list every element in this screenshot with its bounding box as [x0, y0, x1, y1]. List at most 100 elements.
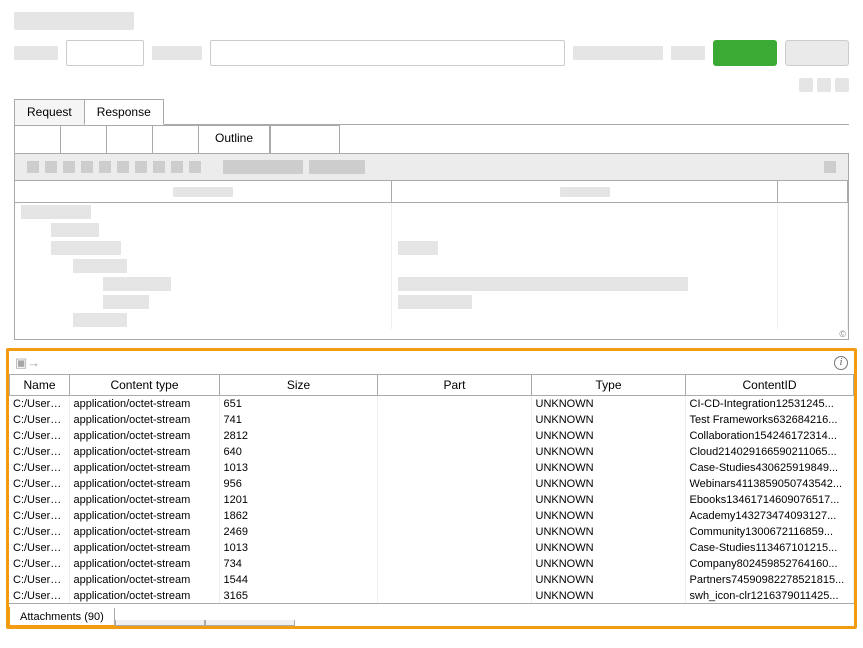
- window-control-2[interactable]: [817, 78, 831, 92]
- window-control-1[interactable]: [799, 78, 813, 92]
- toolbar-chunk: [309, 160, 365, 174]
- tree-header-col3[interactable]: [778, 181, 848, 203]
- tree-header-col1[interactable]: [15, 181, 392, 203]
- toolbar: [14, 40, 849, 66]
- cell-content_type: application/octet-stream: [69, 588, 219, 604]
- table-row[interactable]: C:/Users/...application/octet-stream3165…: [9, 588, 854, 604]
- cell-content_id: Test Frameworks632684216...: [685, 412, 854, 428]
- cell-content_id: Community1300672116859...: [685, 524, 854, 540]
- tab-bottom-3[interactable]: [205, 620, 295, 626]
- table-row[interactable]: C:/Users/...application/octet-stream1862…: [9, 508, 854, 524]
- col-content-type[interactable]: Content type: [70, 375, 220, 395]
- tab-response[interactable]: Response: [84, 99, 164, 125]
- window-controls: [0, 74, 863, 92]
- tab-request[interactable]: Request: [14, 99, 85, 125]
- cell-type: UNKNOWN: [531, 524, 685, 540]
- toolbar-icon[interactable]: [63, 161, 75, 173]
- response-subtabs: Outline: [14, 125, 849, 154]
- cell-size: 2469: [219, 524, 377, 540]
- secondary-button[interactable]: [785, 40, 849, 66]
- toolbar-icon[interactable]: [99, 161, 111, 173]
- table-row[interactable]: C:/Users/...application/octet-stream651U…: [9, 396, 854, 412]
- attachments-toolbar: ▣→ i: [9, 351, 854, 375]
- cell-name: C:/Users/...: [9, 556, 69, 572]
- cell-name: C:/Users/...: [9, 524, 69, 540]
- info-icon[interactable]: i: [834, 356, 848, 370]
- outline-toolbar: [14, 154, 849, 181]
- table-row[interactable]: C:/Users/...application/octet-stream640U…: [9, 444, 854, 460]
- table-row[interactable]: C:/Users/...application/octet-stream734U…: [9, 556, 854, 572]
- toolbar-icon[interactable]: [135, 161, 147, 173]
- tab-bottom-2[interactable]: [115, 620, 205, 626]
- toolbar-icon[interactable]: [189, 161, 201, 173]
- cell-name: C:/Users/...: [9, 412, 69, 428]
- cell-size: 956: [219, 476, 377, 492]
- cell-size: 640: [219, 444, 377, 460]
- subtab-5[interactable]: [270, 125, 340, 153]
- col-content-id[interactable]: ContentID: [686, 375, 854, 395]
- cell-part: [377, 444, 531, 460]
- cell-part: [377, 556, 531, 572]
- table-row[interactable]: C:/Users/...application/octet-stream1013…: [9, 540, 854, 556]
- cell-content_id: Webinars411385905074354​2...: [685, 476, 854, 492]
- cell-name: C:/Users/...: [9, 588, 69, 604]
- col-type[interactable]: Type: [532, 375, 686, 395]
- submit-button[interactable]: [713, 40, 777, 66]
- table-row[interactable]: C:/Users/...application/octet-stream956U…: [9, 476, 854, 492]
- subtab-4[interactable]: [152, 125, 198, 153]
- table-row[interactable]: C:/Users/...application/octet-stream2812…: [9, 428, 854, 444]
- toolbar-label-placeholder-3: [573, 46, 663, 60]
- col-name[interactable]: Name: [10, 375, 70, 395]
- cell-type: UNKNOWN: [531, 492, 685, 508]
- cell-content_type: application/octet-stream: [69, 396, 219, 412]
- cell-type: UNKNOWN: [531, 556, 685, 572]
- window-control-3[interactable]: [835, 78, 849, 92]
- toolbar-icon[interactable]: [153, 161, 165, 173]
- subtab-1[interactable]: [14, 125, 60, 153]
- attachments-panel-highlight: ▣→ i Name Content type Size Part Type Co…: [6, 348, 857, 629]
- url-input[interactable]: [210, 40, 565, 66]
- cell-content_type: application/octet-stream: [69, 540, 219, 556]
- col-size[interactable]: Size: [220, 375, 378, 395]
- attachments-table-body[interactable]: C:/Users/...application/octet-stream651U…: [9, 396, 854, 604]
- attachments-table-header: Name Content type Size Part Type Content…: [9, 375, 854, 396]
- table-row[interactable]: C:/Users/...application/octet-stream1544…: [9, 572, 854, 588]
- cell-type: UNKNOWN: [531, 412, 685, 428]
- cell-name: C:/Users/...: [9, 492, 69, 508]
- table-row[interactable]: C:/Users/...application/octet-stream741U…: [9, 412, 854, 428]
- cell-size: 1862: [219, 508, 377, 524]
- toolbar-icon[interactable]: [45, 161, 57, 173]
- method-dropdown[interactable]: [66, 40, 144, 66]
- cell-part: [377, 460, 531, 476]
- table-row[interactable]: C:/Users/...application/octet-stream2469…: [9, 524, 854, 540]
- cell-part: [377, 396, 531, 412]
- subtab-2[interactable]: [60, 125, 106, 153]
- cell-type: UNKNOWN: [531, 572, 685, 588]
- tree-header-col2[interactable]: [392, 181, 778, 203]
- cell-content_type: application/octet-stream: [69, 524, 219, 540]
- table-row[interactable]: C:/Users/...application/octet-stream1013…: [9, 460, 854, 476]
- cell-name: C:/Users/...: [9, 396, 69, 412]
- cell-content_type: application/octet-stream: [69, 556, 219, 572]
- subtab-3[interactable]: [106, 125, 152, 153]
- toolbar-label-placeholder-4: [671, 46, 705, 60]
- cell-content_id: Ebooks13461714609076517...: [685, 492, 854, 508]
- toolbar-icon[interactable]: [27, 161, 39, 173]
- toolbar-icon-right[interactable]: [824, 161, 836, 173]
- table-row[interactable]: C:/Users/...application/octet-stream1201…: [9, 492, 854, 508]
- cell-part: [377, 428, 531, 444]
- toolbar-icon[interactable]: [171, 161, 183, 173]
- cell-content_type: application/octet-stream: [69, 492, 219, 508]
- toolbar-icon[interactable]: [117, 161, 129, 173]
- col-part[interactable]: Part: [378, 375, 532, 395]
- export-icon[interactable]: ▣→: [15, 355, 40, 371]
- cell-part: [377, 412, 531, 428]
- cell-part: [377, 572, 531, 588]
- subtab-outline[interactable]: Outline: [198, 125, 270, 153]
- cell-size: 1013: [219, 540, 377, 556]
- toolbar-icon[interactable]: [81, 161, 93, 173]
- cell-type: UNKNOWN: [531, 444, 685, 460]
- cell-part: [377, 492, 531, 508]
- tab-attachments[interactable]: Attachments (90): [9, 608, 115, 626]
- cell-part: [377, 524, 531, 540]
